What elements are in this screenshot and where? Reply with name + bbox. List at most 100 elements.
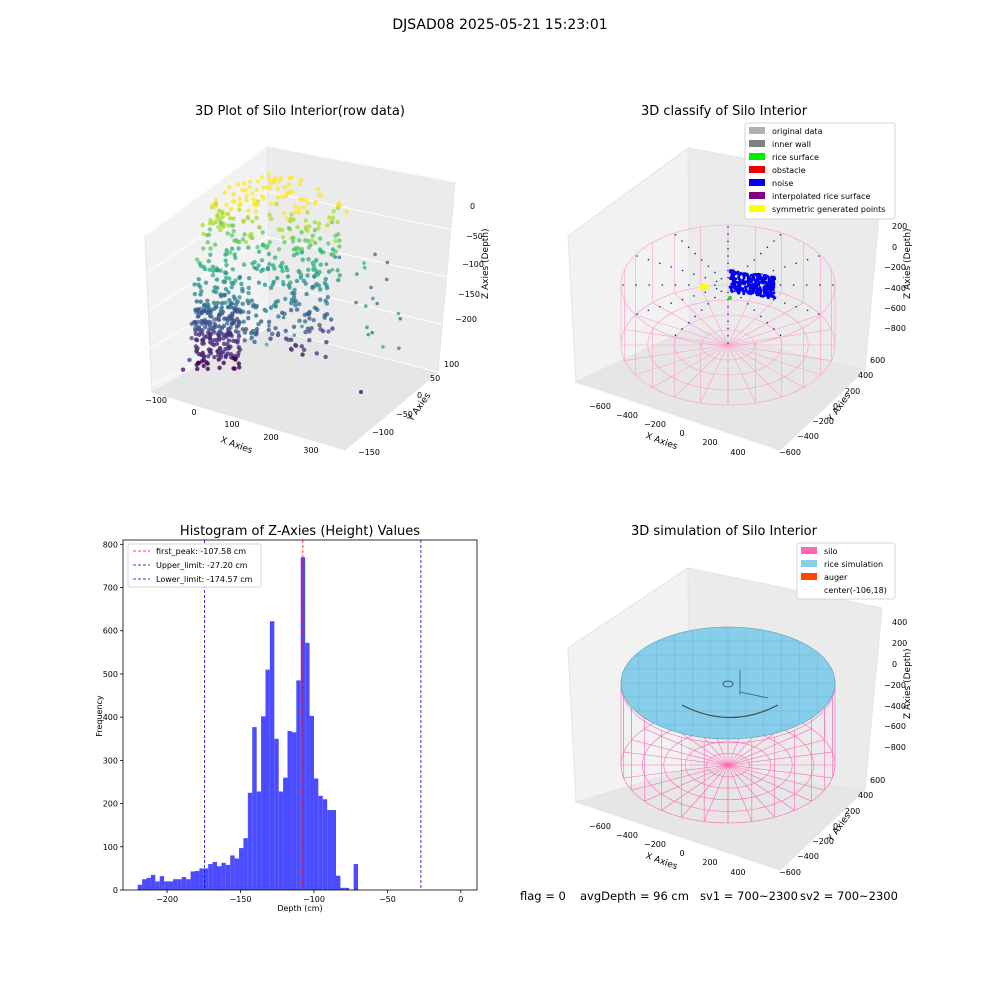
legend-label: obstacle [772, 166, 806, 175]
scatter-point [254, 187, 259, 193]
noise-point [764, 277, 768, 281]
scatter-point [246, 290, 251, 296]
scatter-point [322, 315, 327, 320]
scatter-point [291, 235, 296, 240]
scatter-point [249, 336, 253, 341]
scatter-point [214, 277, 220, 282]
scatter-point [375, 301, 379, 306]
scatter-point [269, 216, 274, 222]
noise-point [731, 279, 735, 283]
panel2-3d-classify: −600 −400 −200 0 200 400 600 400 200 0 −… [567, 122, 913, 457]
p2-ztick: 0 [892, 243, 897, 252]
scatter-point [323, 354, 328, 360]
scatter-point [369, 285, 373, 290]
scatter-point [292, 204, 297, 209]
noise-point [770, 288, 774, 292]
p1-ytick: −50 [396, 410, 413, 419]
scatter-point [279, 265, 284, 270]
panel2-title: 3D classify of Silo Interior [640, 104, 808, 119]
histogram-bar [318, 795, 323, 890]
scatter-point [206, 259, 212, 264]
scatter-point [208, 246, 213, 251]
scatter-point [312, 220, 318, 225]
histogram-bar [305, 642, 310, 890]
scatter-point [265, 266, 271, 272]
scatter-point [187, 357, 192, 363]
scatter-point [290, 239, 296, 244]
histogram-bar [313, 778, 319, 890]
p1-ytick: 50 [430, 374, 440, 383]
scatter-point [199, 288, 204, 294]
scatter-point [288, 307, 294, 313]
p2-xtick: −400 [616, 411, 638, 420]
scatter-point [288, 346, 294, 352]
scatter-point [207, 336, 213, 341]
scatter-point [199, 328, 205, 333]
scatter-point [228, 207, 234, 212]
scatter-point [260, 230, 265, 235]
noise-point [767, 285, 771, 289]
scatter-point [324, 339, 329, 345]
scatter-point [331, 208, 336, 214]
scatter-point [252, 265, 257, 270]
scatter-point [296, 246, 301, 251]
scatter-point [397, 346, 401, 351]
noise-point [772, 282, 776, 286]
p4-xtick: −400 [616, 831, 638, 840]
noise-point [759, 275, 763, 279]
scatter-point [239, 281, 244, 287]
scatter-point [231, 216, 236, 221]
noise-point [749, 283, 753, 287]
scatter-point [246, 300, 251, 306]
scatter-point [327, 217, 332, 223]
legend-label: inner wall [772, 140, 811, 149]
histogram-ytick: 100 [103, 843, 118, 852]
legend-label: auger [824, 573, 848, 582]
scatter-point [279, 310, 285, 316]
scatter-point [206, 232, 212, 238]
scatter-point [290, 190, 295, 195]
noise-point [743, 282, 747, 286]
scatter-point [212, 317, 217, 322]
scatter-point [223, 353, 229, 358]
p2-ztick: −400 [884, 284, 906, 293]
legend-swatch [749, 166, 765, 173]
noise-point [761, 281, 765, 285]
scatter-point [275, 186, 281, 191]
scatter-point [326, 329, 331, 334]
scatter-point [224, 321, 230, 326]
scatter-point [212, 285, 218, 290]
scatter-point [220, 309, 225, 315]
noise-point [764, 280, 768, 284]
scatter-point [296, 210, 302, 215]
scatter-point [305, 210, 310, 215]
scatter-point [216, 312, 222, 318]
histogram-bar [155, 881, 160, 890]
scatter-point [246, 315, 251, 321]
scatter-point [314, 306, 319, 311]
scatter-point [218, 227, 223, 233]
scatter-point [365, 325, 369, 330]
scatter-point [305, 273, 310, 278]
scatter-point [323, 276, 328, 282]
scatter-point [241, 262, 247, 267]
rice-surface-point [728, 296, 732, 300]
p2-ytick: 200 [845, 387, 860, 396]
scatter-point [320, 328, 326, 334]
scatter-point [316, 221, 322, 226]
scatter-point [216, 317, 222, 323]
scatter-point [291, 294, 297, 300]
legend-swatch [801, 560, 817, 567]
panel1-3d-scatter: −100 0 100 200 300 100 50 0 −50 −100 −15… [144, 145, 491, 457]
scatter-point [261, 196, 266, 201]
scatter-point [207, 267, 213, 273]
histogram-bar [146, 877, 151, 890]
noise-point [732, 285, 736, 289]
scatter-point [227, 216, 233, 221]
scatter-point [217, 365, 222, 370]
histogram-bar [274, 738, 279, 890]
histogram-bar [256, 791, 262, 890]
scatter-point [305, 200, 311, 205]
scatter-point [233, 329, 239, 334]
scatter-point [241, 219, 246, 224]
